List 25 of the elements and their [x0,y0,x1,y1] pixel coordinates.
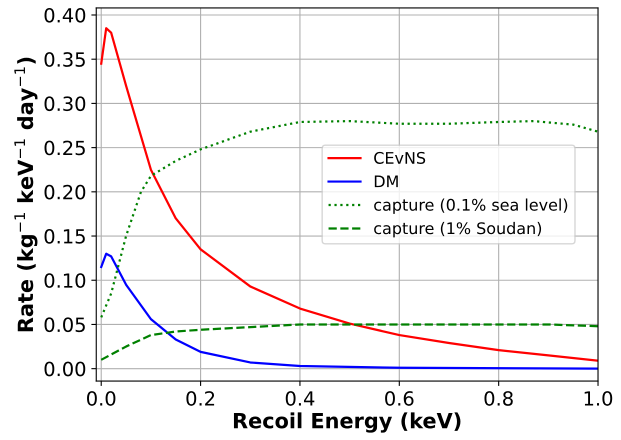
x-tick-label: 0.8 [484,391,513,406]
x-tick-label: 0.0 [87,391,116,406]
x-tick-label: 0.2 [186,391,214,406]
y-tick-label: 0.15 [44,228,85,244]
y-tick-label: 0.30 [44,96,86,112]
y-tick-label: 0.40 [44,8,86,23]
y-tick-label: 0.00 [44,362,86,376]
legend-label: DM [374,176,398,188]
x-tick-label: 1.0 [584,391,612,406]
y-tick-label: 0.20 [44,184,86,200]
y-tick-label: 0.05 [44,317,85,332]
line-series [100,120,598,318]
x-tick-label: 0.6 [385,391,414,406]
y-tick-label: 0.10 [44,273,86,288]
x-axis-title: Recoil Energy (keV) [234,412,460,433]
legend-label: capture (1% Soudan) [374,222,542,238]
line-series [100,27,598,362]
line-series [100,323,598,361]
y-tick-label: 0.25 [44,140,85,156]
legend-label: CEvNS [374,152,426,164]
line-series [100,252,598,370]
legend-label: capture (0.1% sea level) [374,198,568,214]
y-tick-label: 0.35 [44,52,85,67]
y-axis-title: Rate (kg$^{−1}$ keV$^{−1}$ day$^{−1}$) [14,58,38,332]
x-tick-label: 0.4 [286,391,314,406]
